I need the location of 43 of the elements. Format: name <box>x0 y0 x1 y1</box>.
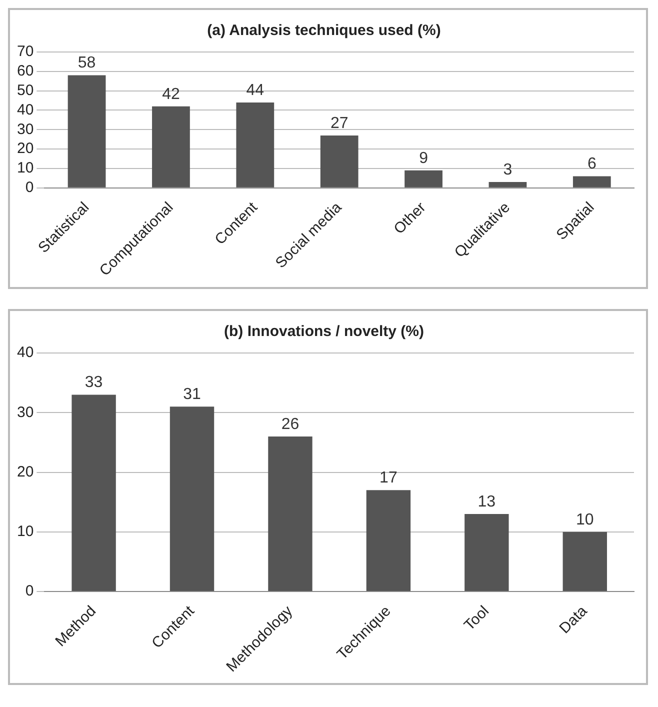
chart-title: (b) Innovations / novelty (%) <box>224 323 424 340</box>
data-label: 13 <box>478 493 496 510</box>
x-tick-label: Data <box>556 602 592 638</box>
data-label: 17 <box>380 470 398 487</box>
y-tick-label: 30 <box>16 120 34 138</box>
bar <box>320 135 358 188</box>
y-tick-label: 70 <box>16 43 34 60</box>
y-tick-label: 40 <box>16 101 34 118</box>
bar <box>72 394 116 592</box>
bar <box>572 176 611 188</box>
data-label: 58 <box>78 54 96 72</box>
bar <box>562 532 607 592</box>
y-tick-label: 10 <box>16 523 34 540</box>
bar <box>170 406 214 592</box>
y-tick-label: 0 <box>25 179 34 196</box>
y-tick-label: 60 <box>16 62 34 80</box>
chart-title: (a) Analysis techniques used (%) <box>207 22 441 40</box>
bar <box>68 75 106 188</box>
bar <box>366 490 411 592</box>
y-tick-label: 20 <box>16 463 34 480</box>
y-tick-label: 30 <box>16 404 34 421</box>
data-label: 44 <box>246 82 264 99</box>
bar <box>236 102 274 188</box>
y-tick-label: 40 <box>16 344 34 362</box>
bar <box>152 106 190 188</box>
y-tick-label: 20 <box>16 140 34 158</box>
bar <box>404 170 442 188</box>
data-label: 10 <box>576 511 594 528</box>
data-label: 31 <box>183 386 202 404</box>
data-label: 6 <box>587 156 596 173</box>
data-label: 33 <box>84 374 103 392</box>
y-tick-label: 10 <box>16 160 34 177</box>
data-label: 42 <box>162 86 180 103</box>
data-label: 27 <box>330 114 348 132</box>
y-tick-label: 50 <box>16 82 34 99</box>
data-label: 3 <box>503 161 512 178</box>
y-tick-label: 0 <box>25 582 34 600</box>
data-label: 26 <box>281 416 300 433</box>
bar <box>268 436 312 592</box>
data-label: 9 <box>419 150 428 167</box>
bar <box>488 182 527 188</box>
x-tick-label: Tool <box>460 602 492 634</box>
bar <box>464 514 509 592</box>
